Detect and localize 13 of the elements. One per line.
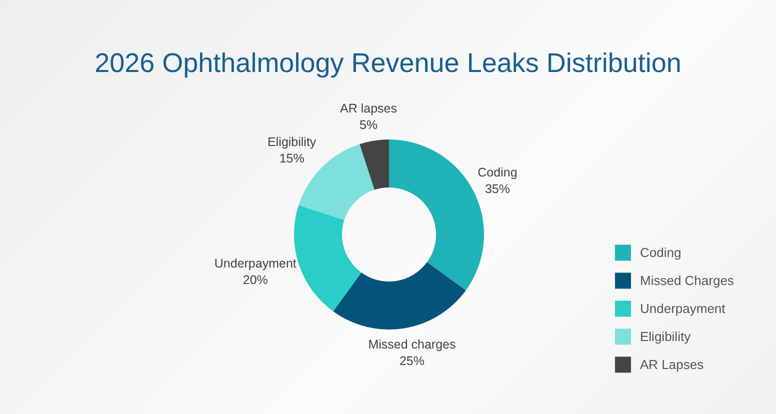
data-label: AR lapses 5%: [340, 101, 397, 132]
legend-label: Underpayment: [640, 301, 726, 316]
donut-slice: [333, 262, 466, 330]
donut-slice: [360, 140, 389, 190]
data-label: Eligibility 15%: [268, 135, 317, 166]
legend-label: Coding: [640, 245, 682, 260]
legend-label: Eligibility: [640, 329, 692, 344]
legend-label: Missed Charges: [640, 273, 734, 288]
chart-title: 2026 Ophthalmology Revenue Leaks Distribution: [94, 48, 682, 78]
data-label: Underpayment 20%: [214, 256, 297, 287]
data-label: Missed charges 25%: [368, 338, 456, 368]
data-label: Coding 35%: [478, 165, 518, 196]
legend-label: AR Lapses: [640, 357, 704, 372]
